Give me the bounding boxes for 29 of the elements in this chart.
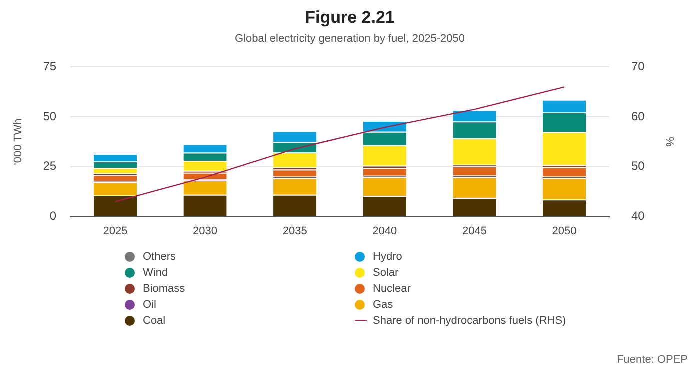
x-tick-label: 2045 [462,225,487,238]
y2-tick-label: 60 [631,109,646,124]
x-tick-label: 2025 [103,225,128,238]
y-tick-label: 75 [43,60,57,74]
x-tick-label: 2050 [552,225,577,238]
legend-label: Others [142,250,178,263]
legend-label: Oil [142,298,158,311]
legend-label: Share of non-hydrocarbons fuels (RHS) [372,314,568,327]
legend-label: Coal [142,314,167,327]
y2-tick-label: 50 [631,159,646,174]
legend-label: Gas [372,298,394,311]
chart-subtitle: Global electricity generation by fuel, 2025-2050 [234,33,466,45]
y-tick-label: 50 [43,109,57,124]
legend-label: Solar [372,266,400,279]
legend-label: Wind [142,266,170,279]
x-tick-label: 2040 [372,225,398,238]
y-axis-title: '000 TWh [12,118,25,166]
y-tick-label: 0 [50,209,57,224]
y2-tick-label: 70 [631,60,646,74]
y2-axis-title: % [663,137,676,148]
chart-title: Figure 2.21 [304,8,396,28]
legend-label: Nuclear [372,282,412,295]
source-note: Fuente: OPEP [617,354,688,366]
x-tick-label: 2030 [193,225,218,238]
legend-label: Hydro [372,250,404,263]
y2-tick-label: 40 [631,209,646,224]
x-tick-label: 2035 [282,225,308,238]
y-tick-label: 25 [43,159,57,174]
legend-label: Biomass [142,282,186,295]
